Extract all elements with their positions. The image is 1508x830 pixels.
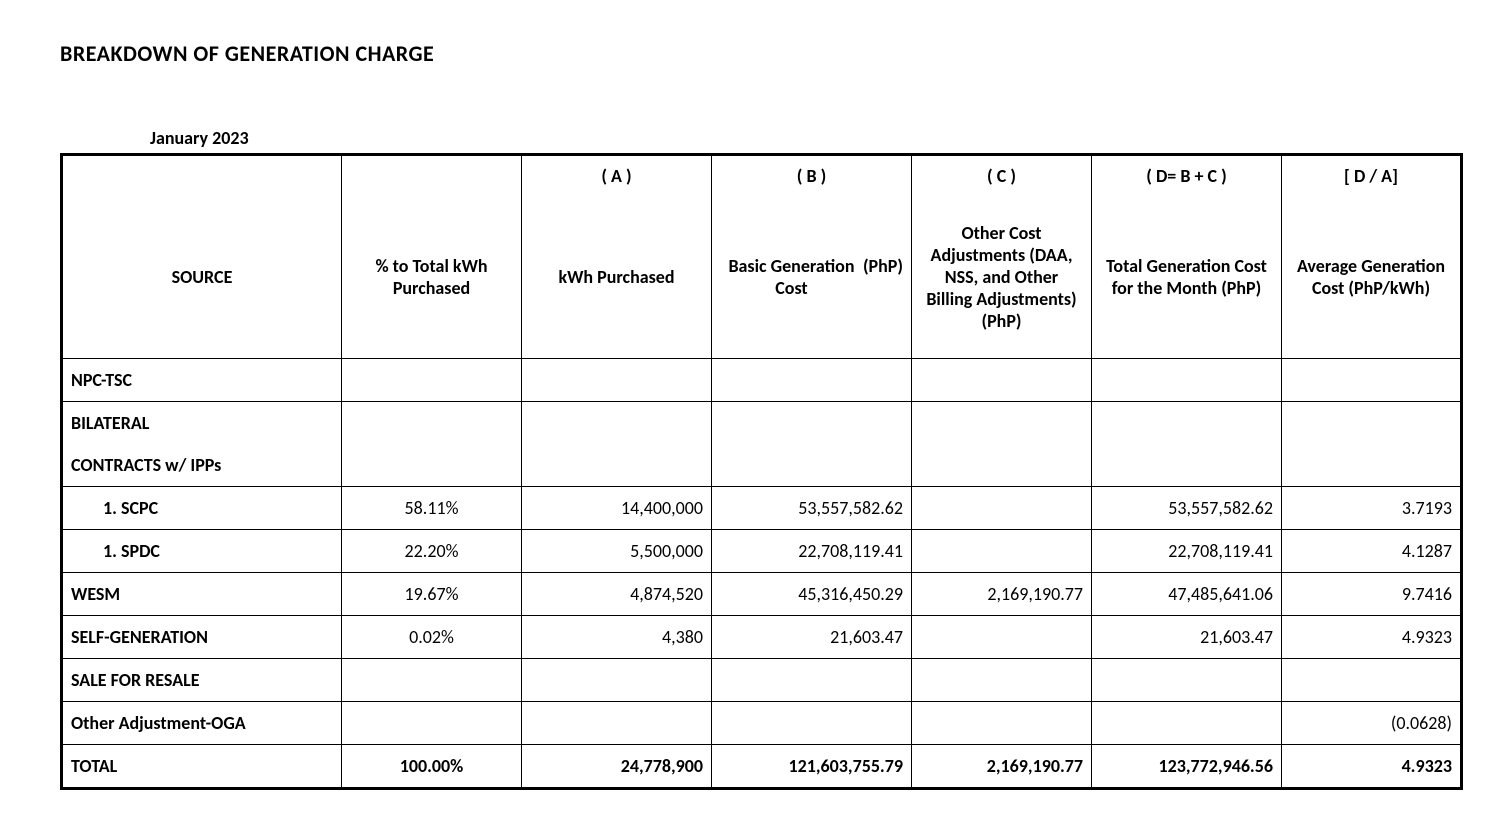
row-scpc: 1. SCPC 58.11% 14,400,000 53,557,582.62 … (62, 487, 1462, 530)
cell-d: 21,603.47 (1092, 616, 1282, 659)
cell-c (912, 530, 1092, 573)
cell-d: 123,772,946.56 (1092, 745, 1282, 789)
cell-a: 4,380 (522, 616, 712, 659)
row-oga: Other Adjustment-OGA (0.0628) (62, 702, 1462, 745)
cell-b: 21,603.47 (712, 616, 912, 659)
cell-a (522, 402, 712, 487)
cell-e: 3.7193 (1282, 487, 1462, 530)
cell-label: 1. SCPC (62, 487, 342, 530)
cell-c: 2,169,190.77 (912, 745, 1092, 789)
cell-e: (0.0628) (1282, 702, 1462, 745)
generation-charge-table: ( A ) ( B ) ( C ) ( D= B + C ) [ D / A] … (60, 153, 1463, 790)
cell-d (1092, 402, 1282, 487)
cell-pct: 22.20% (342, 530, 522, 573)
cell-pct: 100.00% (342, 745, 522, 789)
row-selfgen: SELF-GENERATION 0.02% 4,380 21,603.47 21… (62, 616, 1462, 659)
cell-pct (342, 659, 522, 702)
cell-a (522, 702, 712, 745)
row-bilateral-1: BILATERAL (62, 402, 1462, 445)
cell-c (912, 616, 1092, 659)
cell-label: SALE FOR RESALE (62, 659, 342, 702)
cell-c (912, 659, 1092, 702)
cell-d: 53,557,582.62 (1092, 487, 1282, 530)
row-spdc: 1. SPDC 22.20% 5,500,000 22,708,119.41 2… (62, 530, 1462, 573)
cell-a: 5,500,000 (522, 530, 712, 573)
row-npc-tsc: NPC-TSC (62, 359, 1462, 402)
cell-label: TOTAL (62, 745, 342, 789)
cell-a: 24,778,900 (522, 745, 712, 789)
hdr-c: Other Cost Adjustments (DAA, NSS, and Ot… (912, 196, 1092, 359)
cell-d (1092, 702, 1282, 745)
cell-b (712, 659, 912, 702)
hdr-b-left: Basic Generation Cost (720, 255, 863, 299)
hdr-blank-pct (342, 155, 522, 197)
cell-b: 53,557,582.62 (712, 487, 912, 530)
cell-c (912, 702, 1092, 745)
hdr-b: Basic Generation Cost (PhP) (712, 196, 912, 359)
cell-e: 4.1287 (1282, 530, 1462, 573)
cell-d: 47,485,641.06 (1092, 573, 1282, 616)
cell-b (712, 359, 912, 402)
cell-e: 9.7416 (1282, 573, 1462, 616)
cell-e (1282, 659, 1462, 702)
cell-d (1092, 659, 1282, 702)
hdr-formula-e: [ D / A] (1282, 155, 1462, 197)
cell-pct: 0.02% (342, 616, 522, 659)
cell-a (522, 659, 712, 702)
cell-label: Other Adjustment-OGA (62, 702, 342, 745)
hdr-d: Total Generation Cost for the Month (PhP… (1092, 196, 1282, 359)
cell-b (712, 402, 912, 487)
cell-pct (342, 702, 522, 745)
cell-e (1282, 359, 1462, 402)
row-total: TOTAL 100.00% 24,778,900 121,603,755.79 … (62, 745, 1462, 789)
hdr-e: Average Generation Cost (PhP/kWh) (1282, 196, 1462, 359)
cell-a (522, 359, 712, 402)
hdr-source: SOURCE (62, 196, 342, 359)
header-formula-row: ( A ) ( B ) ( C ) ( D= B + C ) [ D / A] (62, 155, 1462, 197)
cell-a: 4,874,520 (522, 573, 712, 616)
cell-d (1092, 359, 1282, 402)
cell-b (712, 702, 912, 745)
cell-b: 45,316,450.29 (712, 573, 912, 616)
cell-label: BILATERAL (62, 402, 342, 445)
row-wesm: WESM 19.67% 4,874,520 45,316,450.29 2,16… (62, 573, 1462, 616)
cell-label: 1. SPDC (62, 530, 342, 573)
hdr-pct: % to Total kWh Purchased (342, 196, 522, 359)
cell-a: 14,400,000 (522, 487, 712, 530)
page-title: BREAKDOWN OF GENERATION CHARGE (60, 40, 1448, 67)
cell-c (912, 402, 1092, 487)
cell-b: 22,708,119.41 (712, 530, 912, 573)
cell-e: 4.9323 (1282, 745, 1462, 789)
hdr-formula-c: ( C ) (912, 155, 1092, 197)
hdr-formula-d: ( D= B + C ) (1092, 155, 1282, 197)
cell-pct (342, 402, 522, 487)
cell-label: NPC-TSC (62, 359, 342, 402)
hdr-formula-a: ( A ) (522, 155, 712, 197)
header-label-row: SOURCE % to Total kWh Purchased kWh Purc… (62, 196, 1462, 359)
cell-pct: 19.67% (342, 573, 522, 616)
cell-e: 4.9323 (1282, 616, 1462, 659)
cell-e (1282, 402, 1462, 487)
cell-c: 2,169,190.77 (912, 573, 1092, 616)
cell-label: SELF-GENERATION (62, 616, 342, 659)
hdr-b-right: (PhP) (863, 255, 903, 299)
hdr-a: kWh Purchased (522, 196, 712, 359)
cell-c (912, 359, 1092, 402)
cell-label: CONTRACTS w/ IPPs (62, 444, 342, 487)
cell-d: 22,708,119.41 (1092, 530, 1282, 573)
cell-pct: 58.11% (342, 487, 522, 530)
cell-b: 121,603,755.79 (712, 745, 912, 789)
cell-c (912, 487, 1092, 530)
row-resale: SALE FOR RESALE (62, 659, 1462, 702)
period-label: January 2023 (150, 127, 1448, 149)
hdr-blank-source (62, 155, 342, 197)
cell-label: WESM (62, 573, 342, 616)
hdr-formula-b: ( B ) (712, 155, 912, 197)
cell-pct (342, 359, 522, 402)
